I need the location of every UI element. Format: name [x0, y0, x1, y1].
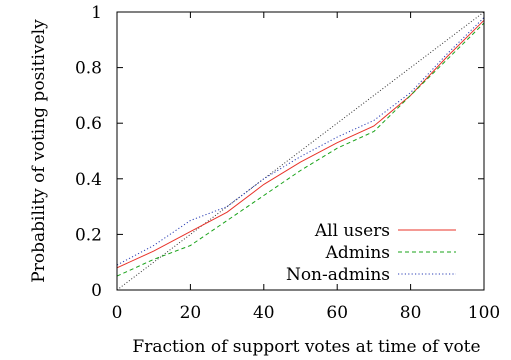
- y-tick-label: 1: [91, 3, 102, 23]
- reference-line-layer: [116, 11, 485, 291]
- series-line-2: [116, 22, 485, 277]
- legend-label-1: All users: [314, 221, 390, 241]
- ticks-layer: 0 20 40 60 80 100 0 0.2 0.4 0.6 0.8 1: [75, 3, 500, 323]
- x-tick-label: 20: [180, 303, 202, 323]
- y-tick-label: 0: [91, 281, 102, 301]
- plot-frame: [116, 11, 485, 291]
- series-line-3: [116, 17, 485, 266]
- x-tick-label: 60: [326, 303, 348, 323]
- reference-diagonal-line: [116, 11, 485, 291]
- x-tick-label: 80: [400, 303, 422, 323]
- y-tick-label: 0.2: [75, 225, 102, 245]
- x-axis-label: Fraction of support votes at time of vot…: [132, 337, 480, 357]
- x-tick-label: 100: [468, 303, 500, 323]
- y-axis-label: Probability of voting positively: [29, 19, 49, 283]
- series-layer: [116, 17, 485, 277]
- y-tick-label: 0.8: [75, 59, 102, 79]
- legend-label-2: Admins: [325, 243, 390, 263]
- y-tick-label: 0.6: [75, 114, 102, 134]
- y-tick-label: 0.4: [75, 170, 102, 190]
- x-tick-label: 40: [253, 303, 275, 323]
- x-tick-label: 0: [112, 303, 123, 323]
- legend-label-3: Non-admins: [286, 265, 390, 285]
- series-line-1: [116, 19, 485, 269]
